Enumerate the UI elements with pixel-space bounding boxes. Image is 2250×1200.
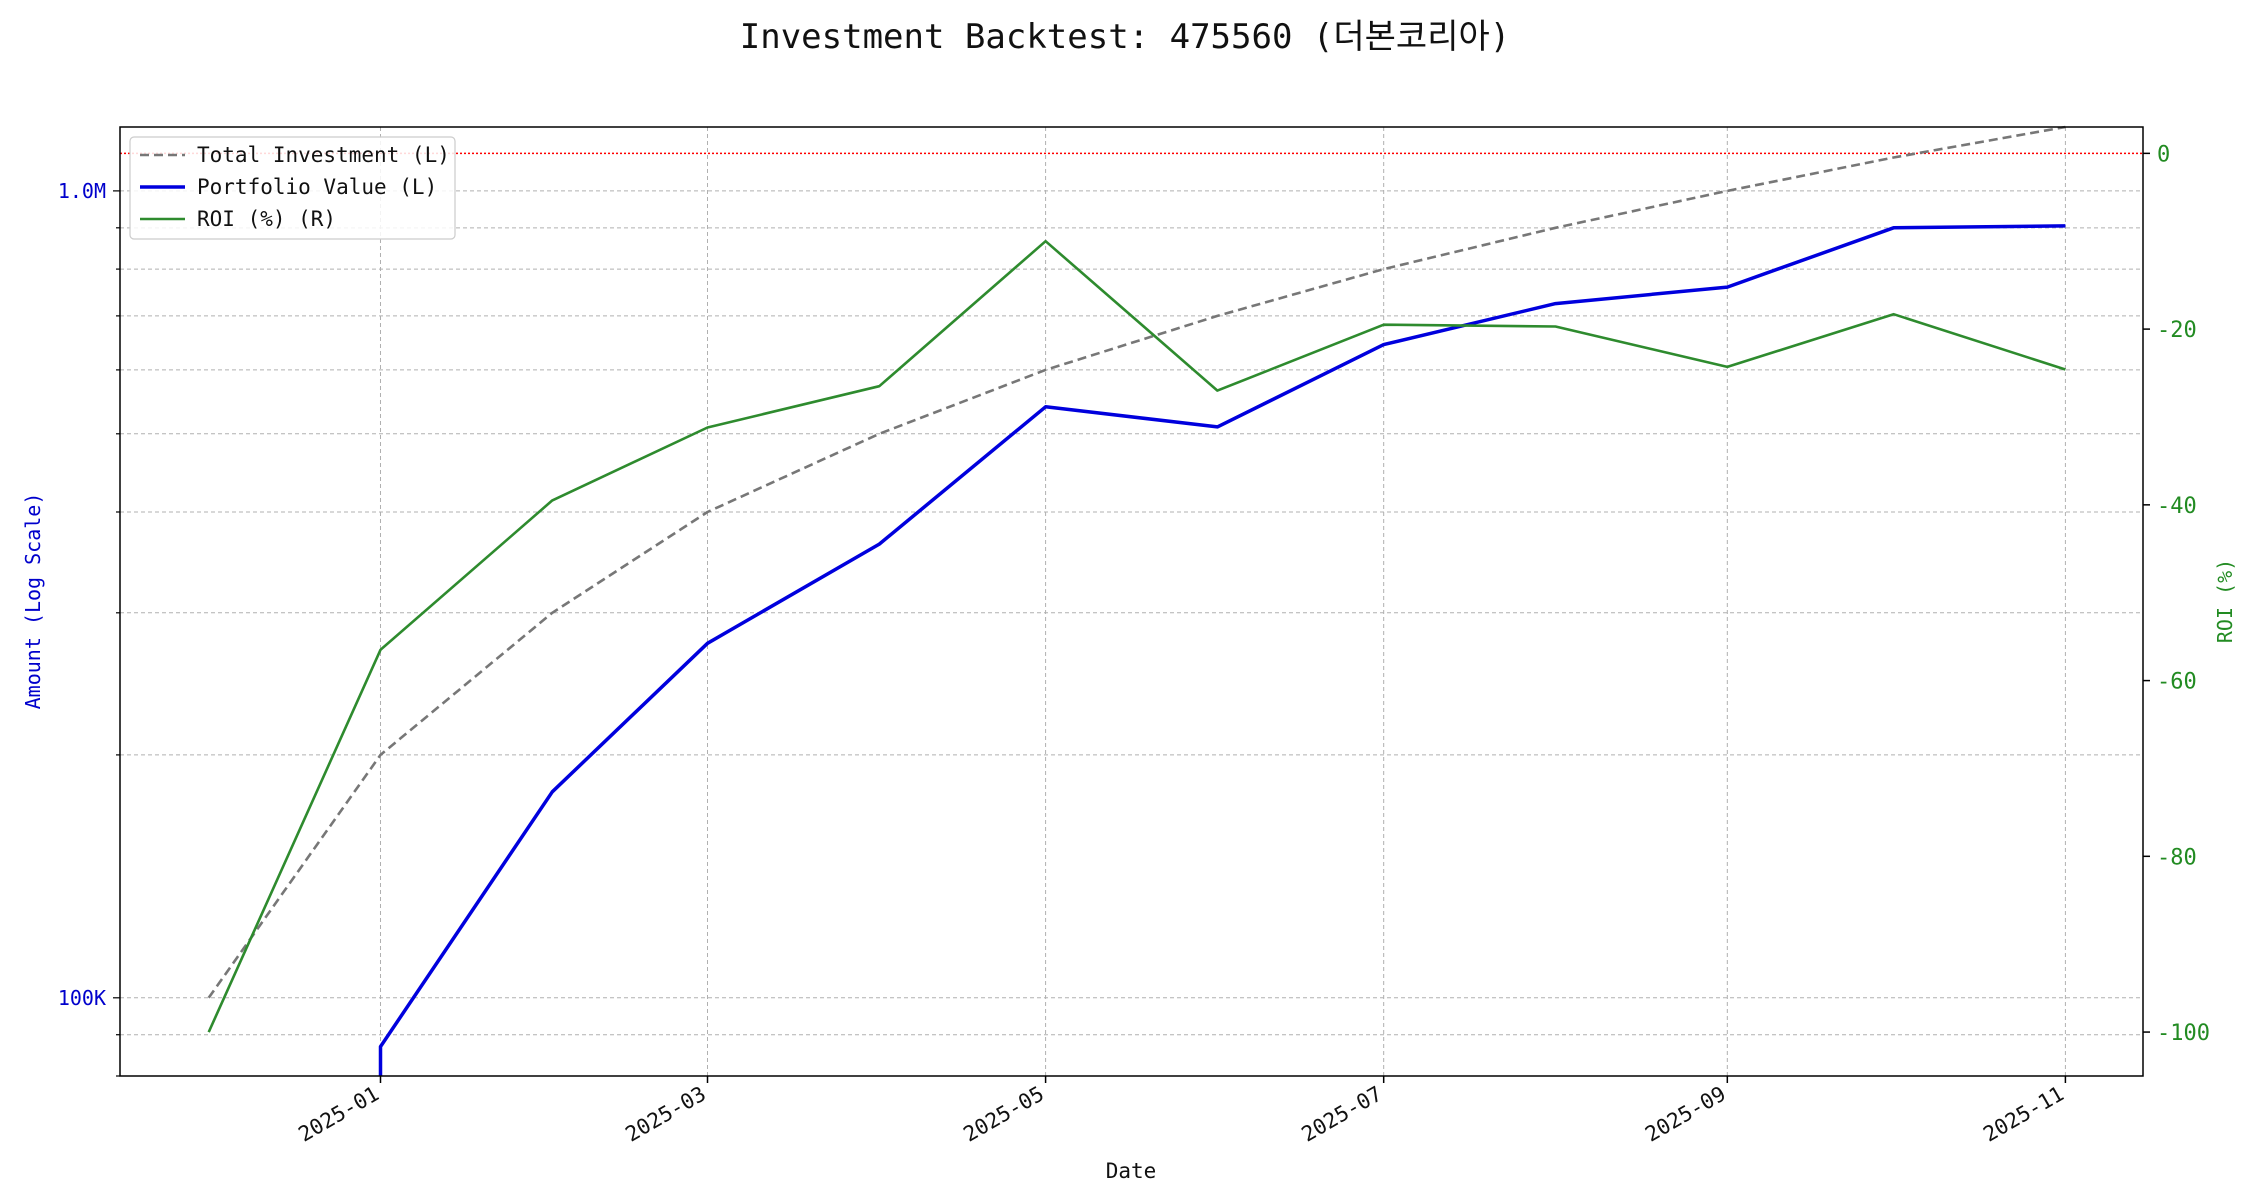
- y-axis-label-left: Amount (Log Scale): [21, 493, 45, 710]
- y-right-tick-label: -60: [2157, 670, 2197, 695]
- total-investment-line: [207, 125, 2066, 999]
- legend-label: Portfolio Value (L): [197, 175, 437, 199]
- roi-line: [207, 239, 2066, 1033]
- legend-box: [129, 136, 456, 240]
- legend-label: ROI (%) (R): [197, 207, 336, 231]
- x-axis-label: Date: [1106, 1159, 1157, 1183]
- y-right-tick-label: -40: [2157, 494, 2197, 519]
- plot-frame: [119, 126, 2144, 1077]
- y-right-tick-label: 0: [2157, 142, 2170, 167]
- legend-label: Total Investment (L): [197, 143, 450, 167]
- legend: Total Investment (L) Portfolio Value (L) R…: [129, 136, 456, 240]
- y-right-tick-label: -100: [2157, 1021, 2210, 1046]
- y-left-tick-label: 100K: [58, 986, 106, 1010]
- y-left-tick-label: 1.0M: [58, 179, 106, 203]
- y-right-tick-label: -20: [2157, 318, 2197, 343]
- y-axis-label-right: ROI (%): [2213, 559, 2237, 643]
- chart-title: Investment Backtest: 475560 (더본코리아): [740, 17, 1511, 57]
- series-group: [207, 125, 2066, 1076]
- portfolio-value-line: [378, 224, 2066, 1076]
- y-right-tick-label: -80: [2157, 845, 2197, 870]
